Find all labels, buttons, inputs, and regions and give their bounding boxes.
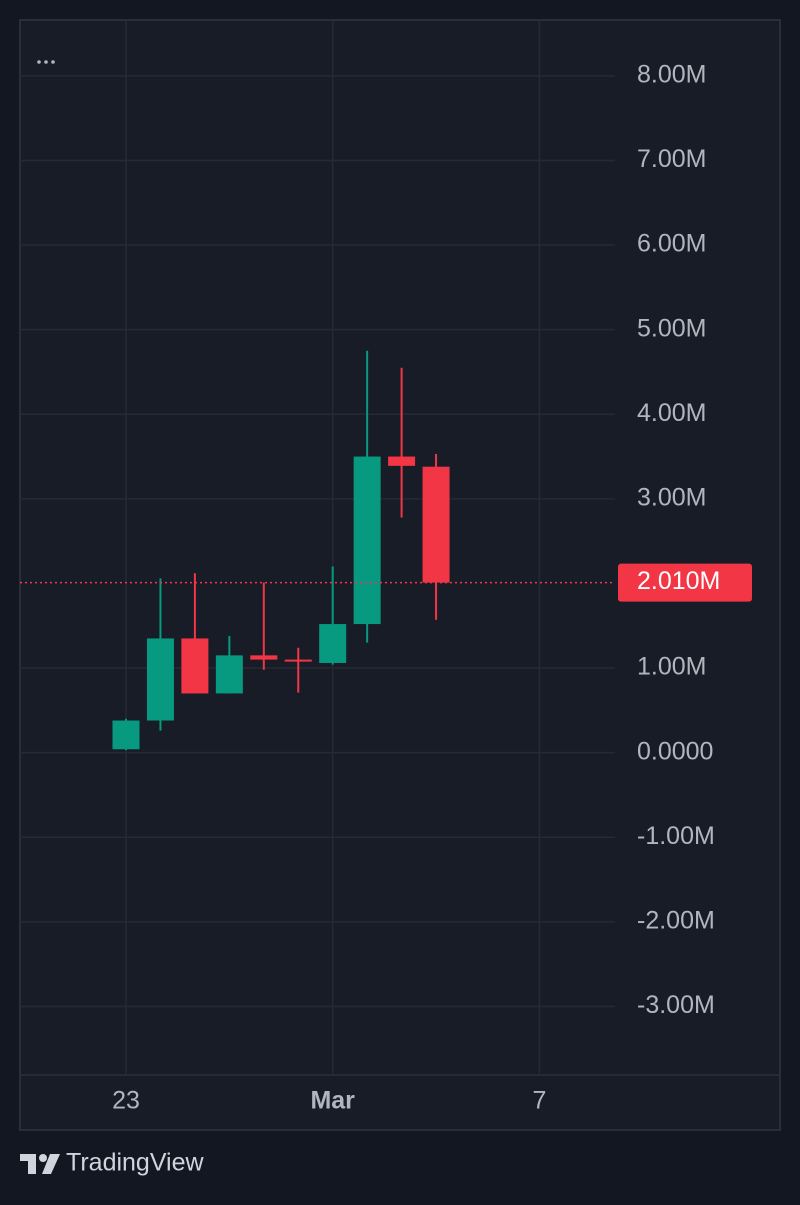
logo [20, 1154, 60, 1174]
grid [20, 20, 780, 1076]
menu-dots[interactable] [37, 60, 55, 64]
x-tick-label: Mar [310, 1087, 355, 1115]
y-tick-label: -1.00M [637, 822, 715, 850]
dot [37, 60, 41, 64]
logo-shape [42, 1154, 60, 1174]
candle-body [353, 456, 381, 625]
dot [51, 60, 55, 64]
dot [44, 60, 48, 64]
y-tick-label: 6.00M [637, 230, 706, 258]
y-tick-label: 7.00M [637, 145, 706, 173]
y-tick-label: 0.0000 [637, 737, 713, 765]
candle-body [388, 456, 416, 466]
y-tick-label: 4.00M [637, 399, 706, 427]
last-price-badge [618, 563, 752, 602]
last-price-label: 2.010M [637, 567, 720, 595]
candle-body [181, 638, 209, 694]
y-tick-label: 8.00M [637, 60, 706, 88]
y-tick-label: 1.00M [637, 653, 706, 681]
candle-body [250, 655, 278, 660]
candle-body [215, 655, 243, 694]
y-tick-label: -3.00M [637, 991, 715, 1019]
y-tick-label: -2.00M [637, 906, 715, 934]
candle-body [112, 720, 140, 750]
x-tick-label: 23 [112, 1087, 140, 1115]
candle-body [422, 466, 450, 583]
y-tick-label: 3.00M [637, 483, 706, 511]
y-tick-label: 5.00M [637, 314, 706, 342]
candles [20, 350, 615, 751]
candle-body [284, 659, 312, 662]
candle-body [146, 638, 174, 721]
labels: 8.00M 7.00M 6.00M 5.00M 4.00M 3.00M 1.00M 0.000… [112, 60, 752, 1115]
x-tick-label: 7 [532, 1087, 546, 1115]
watermark: TradingView [66, 1149, 205, 1177]
logo-shape [39, 1154, 47, 1162]
candle-body [319, 624, 347, 663]
logo-shape [20, 1154, 36, 1174]
